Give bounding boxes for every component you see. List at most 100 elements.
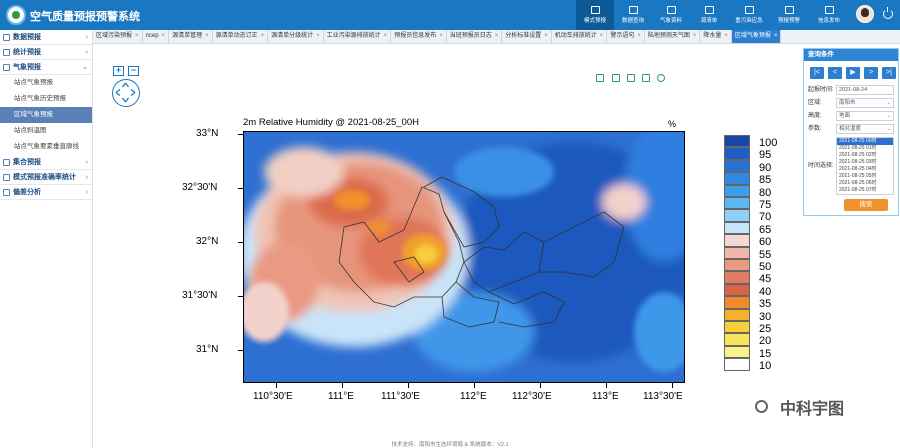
colorbar-label: 90 <box>759 161 772 174</box>
nav-heavy-pollution[interactable]: 重污染应急 <box>730 0 768 30</box>
time-list[interactable]: 2021-08-25 00时 2021-08-25 01时 2021-08-25 0… <box>836 137 894 195</box>
time-option[interactable]: 2021-08-25 00时 <box>837 138 893 145</box>
next-step-button[interactable]: > <box>864 67 878 79</box>
sidebar-item-station-history[interactable]: 站点气象历史预报 <box>14 95 66 102</box>
accuracy-icon <box>3 174 10 181</box>
time-option[interactable]: 2021-08-25 03时 <box>839 159 877 165</box>
close-icon[interactable]: × <box>439 33 443 39</box>
fullscreen-icon[interactable] <box>612 74 620 82</box>
nav-source-list[interactable]: 源清单 <box>690 0 728 30</box>
close-icon[interactable]: × <box>383 33 388 39</box>
tab-item[interactable]: 源清单动态订正 × <box>213 30 269 43</box>
nav-info-publish[interactable]: 信息发布 <box>810 0 848 30</box>
first-step-button[interactable]: |< <box>810 67 824 79</box>
tab-item[interactable]: 分析标准设置 × <box>502 30 552 43</box>
colorbar-segment <box>724 147 750 160</box>
close-icon[interactable]: × <box>161 33 166 39</box>
sidebar-group-ensemble[interactable]: 集合预报 › <box>0 155 92 170</box>
tab-item[interactable]: 源清单管理 × <box>169 30 213 43</box>
time-option[interactable]: 2021-08-25 04时 <box>839 166 877 172</box>
tab-item[interactable]: 警示语句 × <box>607 30 645 43</box>
app-logo <box>6 5 26 25</box>
sidebar-item-skewt[interactable]: 站点斜温图 <box>14 127 47 134</box>
user-avatar[interactable] <box>856 5 874 23</box>
time-option[interactable]: 2021-08-25 07时 <box>839 187 877 193</box>
nav-forecast-warning[interactable]: 预报预警 <box>770 0 808 30</box>
close-icon[interactable]: × <box>205 33 209 39</box>
colorbar-segment <box>724 358 750 371</box>
colorbar-label: 95 <box>759 149 772 162</box>
zoom-in-button[interactable]: + <box>113 66 124 76</box>
wechat-icon <box>755 400 768 413</box>
tab-item[interactable]: 工业污染源排放统计 × <box>324 30 392 43</box>
time-option[interactable]: 2021-08-25 01时 <box>839 145 877 151</box>
height-label: 高度: <box>808 113 822 119</box>
play-button[interactable]: ▶ <box>846 67 860 79</box>
close-icon[interactable]: × <box>135 33 139 39</box>
sidebar-group-stat-forecast[interactable]: 统计预报 › <box>0 45 92 60</box>
close-icon[interactable]: × <box>316 33 320 39</box>
tab-item[interactable]: 降水量 × <box>700 30 732 43</box>
zoom-out-button[interactable]: − <box>128 66 139 76</box>
region-select[interactable]: 南阳市 ⌄ <box>836 98 894 108</box>
nav-data-query[interactable]: 数据查询 <box>614 0 652 30</box>
start-time-field[interactable]: 2021-08-24 <box>836 85 894 95</box>
close-icon[interactable]: × <box>692 33 697 39</box>
lon-label: 112°30'E <box>512 391 552 402</box>
nav-model-forecast[interactable]: 模式预报 <box>576 0 614 30</box>
nav-weather-data[interactable]: 气象资料 <box>652 0 690 30</box>
param-select[interactable]: 相对湿度 ⌄ <box>836 124 894 134</box>
time-option[interactable]: 2021-08-25 05时 <box>839 173 877 179</box>
tab-item[interactable]: 机动车排放统计 × <box>552 30 608 43</box>
tab-item[interactable]: ncep × <box>143 30 170 43</box>
colorbar-label: 65 <box>759 223 772 236</box>
search-button[interactable]: 搜索 <box>844 199 888 211</box>
colorbar-label: 40 <box>759 285 772 298</box>
colorbar-segment <box>724 172 750 185</box>
chevron-right-icon: › <box>85 49 88 56</box>
close-icon[interactable]: × <box>724 33 728 39</box>
power-icon[interactable] <box>883 7 893 19</box>
close-icon[interactable]: × <box>494 33 499 39</box>
close-icon[interactable]: × <box>260 33 265 39</box>
time-option[interactable]: 2021-08-25 02时 <box>839 152 877 158</box>
tab-item[interactable]: 区域气象预报 × <box>731 30 782 43</box>
param-label: 参数: <box>808 126 822 132</box>
sidebar-item-vertical-profile[interactable]: 站点气象要素垂直廓线 <box>14 143 79 150</box>
tab-item[interactable]: 陆地预测天气图 × <box>645 30 701 43</box>
print-icon[interactable] <box>596 74 604 82</box>
colorbar-label: 35 <box>759 298 772 311</box>
tab-item[interactable]: 源清单分级统计 × <box>268 30 324 43</box>
source-icon <box>704 6 714 14</box>
sidebar-item-region-weather[interactable]: 区域气象预报 <box>0 107 92 123</box>
model-icon <box>590 6 600 14</box>
export-icon[interactable] <box>642 74 650 82</box>
sidebar-group-data-forecast[interactable]: 数据预报 › <box>0 30 92 45</box>
start-time-label: 起报时间: <box>808 87 834 93</box>
sidebar-group-weather-forecast[interactable]: 气象预报 ⌄ <box>0 60 92 75</box>
height-select[interactable]: 地面 ⌄ <box>836 111 894 121</box>
colorbar-segment <box>724 321 750 334</box>
save-image-icon[interactable] <box>627 74 635 82</box>
sidebar-item-station-weather[interactable]: 站点气象预报 <box>14 79 53 86</box>
sidebar-group-accuracy[interactable]: 模式预报准确率统计 › <box>0 170 92 185</box>
close-icon[interactable]: × <box>599 33 604 39</box>
close-icon[interactable]: × <box>544 33 548 39</box>
close-icon[interactable]: × <box>773 33 778 39</box>
prev-step-button[interactable]: < <box>828 67 842 79</box>
close-icon[interactable]: × <box>637 33 641 39</box>
pan-control[interactable] <box>112 79 140 107</box>
settings-icon[interactable] <box>657 74 665 82</box>
sidebar-group-bias[interactable]: 偏差分析 › <box>0 185 92 200</box>
app-title: 空气质量预报预警系统 <box>30 11 140 23</box>
weather-icon <box>666 6 676 14</box>
tab-item[interactable]: 预报员信息发布 × <box>391 30 447 43</box>
humidity-map <box>243 131 685 383</box>
alert-icon <box>744 6 754 14</box>
chevron-down-icon: ⌄ <box>886 113 891 119</box>
warning-icon <box>784 6 794 14</box>
tab-item[interactable]: 区域污染预报 × <box>93 30 143 43</box>
last-step-button[interactable]: >| <box>882 67 896 79</box>
tab-item[interactable]: 当班预报员日志 × <box>447 30 503 43</box>
time-option[interactable]: 2021-08-25 06时 <box>839 180 877 186</box>
